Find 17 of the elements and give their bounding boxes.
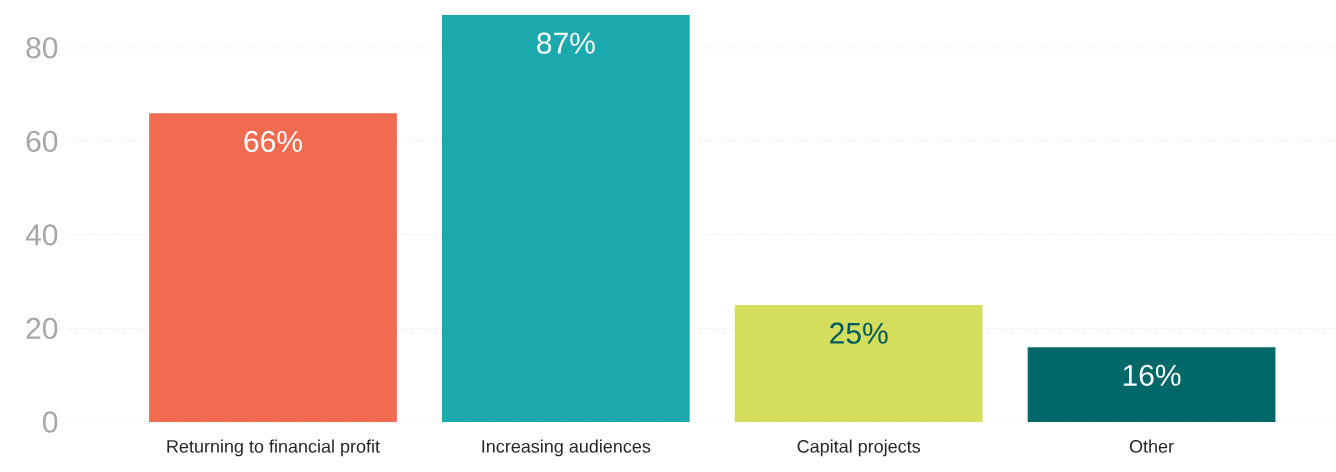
data-label: 25% [830,322,888,344]
y-tick-label: 20 [26,317,58,340]
bar [441,15,690,422]
y-tick-label: 40 [25,224,58,246]
data-label: 66% [244,130,302,153]
y-tick-label: 60 [26,130,58,152]
x-tick-label: Other [1129,439,1174,453]
y-tick-label: 0 [42,411,58,433]
data-label: 87% [537,32,595,54]
x-tick-label: Returning to financial profit [167,439,380,457]
bar [1027,347,1276,422]
x-tick-label: Increasing audiences [482,439,651,457]
bar [149,113,397,422]
x-tick-label: Capital projects [797,439,921,457]
data-label: 16% [1123,364,1181,386]
y-tick-label: 80 [26,37,58,59]
bar [734,305,983,422]
